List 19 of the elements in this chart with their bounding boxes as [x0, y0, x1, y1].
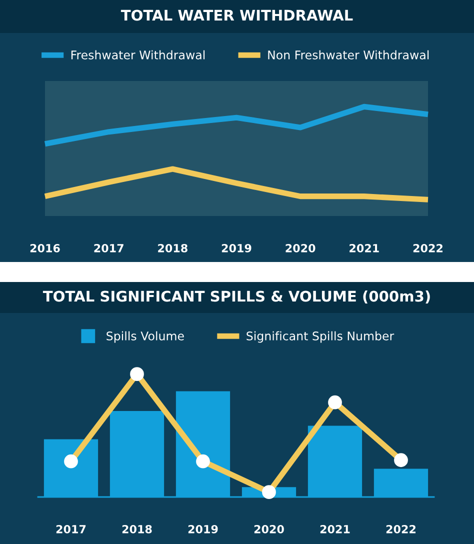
x-tick-label: 2016	[30, 244, 60, 252]
x-tick-label: 2022	[413, 244, 442, 252]
x-tick-label: 2018	[158, 244, 188, 252]
x-tick-label: 2020	[286, 244, 316, 252]
x-tick-label: 2021	[320, 524, 350, 534]
legend-label: Spills Volume	[106, 331, 184, 343]
x-tick-label: 2019	[222, 244, 252, 252]
x-tick-label: 2017	[94, 244, 124, 252]
legend-label: Non Freshwater Withdrawal	[268, 50, 429, 60]
x-tick-label: 2022	[386, 524, 416, 534]
x-tick-label: 2018	[122, 524, 152, 534]
legend-label: Significant Spills Number	[246, 331, 394, 343]
x-tick-label: 2021	[350, 244, 379, 252]
x-tick-label: 2020	[254, 524, 284, 534]
legend-label: Freshwater Withdrawal	[71, 50, 205, 60]
chart-title: TOTAL WATER WITHDRAWAL	[120, 10, 353, 21]
x-tick-label: 2017	[56, 524, 86, 534]
x-tick-label: 2019	[188, 524, 218, 534]
chart-title: TOTAL SIGNIFICANT SPILLS & VOLUME (000m3)	[42, 290, 430, 304]
